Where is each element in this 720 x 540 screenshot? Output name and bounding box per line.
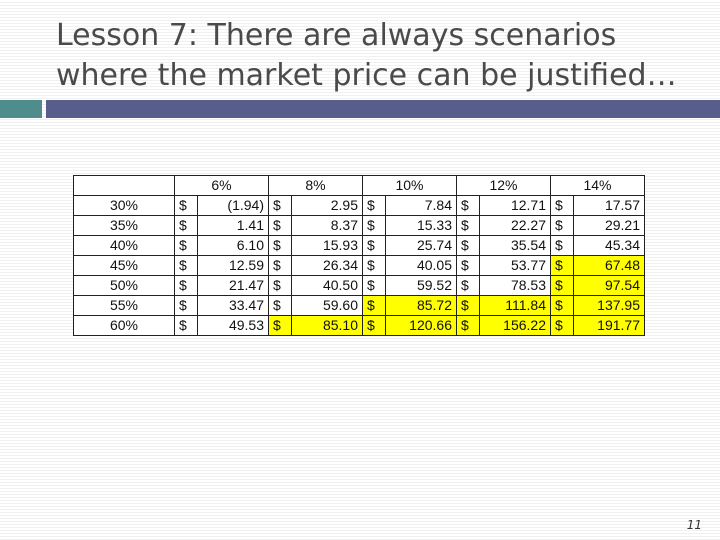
table-row: 35% $1.41 $8.37 $15.33 $22.27 $29.21 [73, 215, 645, 236]
currency-symbol: $ [268, 235, 292, 256]
value-cell: 59.52 [385, 275, 457, 296]
value-cell: 22.27 [479, 215, 551, 236]
value-cell-highlighted: 111.84 [479, 295, 551, 316]
currency-symbol: $ [174, 275, 198, 296]
row-label: 30% [73, 195, 175, 216]
currency-symbol: $ [174, 315, 198, 336]
accent-bar-right [46, 100, 720, 118]
value-cell: 53.77 [479, 255, 551, 276]
currency-symbol: $ [456, 255, 480, 276]
value-cell-highlighted: 191.77 [573, 315, 645, 336]
sensitivity-table: 6% 8% 10% 12% 14% 30% $ (1.94) $2.95 $7.84 $1… [73, 175, 645, 336]
slide-title-line-1: Lesson 7: There are always scenarios [56, 18, 617, 53]
table-row: 30% $ (1.94) $2.95 $7.84 $12.71 $17.57 [73, 195, 645, 216]
currency-symbol: $ [550, 315, 574, 336]
value-cell: 40.05 [385, 255, 457, 276]
currency-symbol: $ [174, 235, 198, 256]
value-cell: 2.95 [291, 195, 363, 216]
value-cell: 1.41 [197, 215, 269, 236]
table-row: 45% $12.59 $26.34 $40.05 $53.77 $67.48 [73, 255, 645, 276]
table-header-row: 6% 8% 10% 12% 14% [73, 175, 645, 196]
value-cell: 15.33 [385, 215, 457, 236]
value-cell-highlighted: 85.10 [291, 315, 363, 336]
value-cell: 29.21 [573, 215, 645, 236]
value-cell: 59.60 [291, 295, 363, 316]
row-label: 35% [73, 215, 175, 236]
currency-symbol: $ [268, 195, 292, 216]
currency-symbol: $ [268, 315, 292, 336]
currency-symbol: $ [456, 275, 480, 296]
value-cell-highlighted: 67.48 [573, 255, 645, 276]
value-cell-highlighted: 120.66 [385, 315, 457, 336]
accent-bar-left [0, 100, 42, 118]
currency-symbol: $ [456, 235, 480, 256]
table-row: 50% $21.47 $40.50 $59.52 $78.53 $97.54 [73, 275, 645, 296]
currency-symbol: $ [362, 275, 386, 296]
value-cell: 40.50 [291, 275, 363, 296]
value-cell-highlighted: 85.72 [385, 295, 457, 316]
currency-symbol: $ [550, 235, 574, 256]
currency-symbol: $ [550, 195, 574, 216]
currency-symbol: $ [456, 195, 480, 216]
currency-symbol: $ [362, 295, 386, 316]
currency-symbol: $ [456, 215, 480, 236]
table-corner-cell [73, 175, 175, 196]
column-header: 10% [362, 175, 457, 196]
value-cell: 26.34 [291, 255, 363, 276]
column-header: 8% [268, 175, 363, 196]
row-label: 60% [73, 315, 175, 336]
currency-symbol: $ [268, 275, 292, 296]
column-header: 6% [174, 175, 269, 196]
row-label: 55% [73, 295, 175, 316]
currency-symbol: $ [174, 295, 198, 316]
value-cell: 15.93 [291, 235, 363, 256]
currency-symbol: $ [362, 195, 386, 216]
currency-symbol: $ [550, 215, 574, 236]
value-cell: 21.47 [197, 275, 269, 296]
column-header: 12% [456, 175, 551, 196]
value-cell-highlighted: 156.22 [479, 315, 551, 336]
value-cell: 8.37 [291, 215, 363, 236]
page-number: 11 [686, 518, 702, 532]
value-cell: 25.74 [385, 235, 457, 256]
currency-symbol: $ [174, 195, 198, 216]
row-label: 45% [73, 255, 175, 276]
value-cell: 45.34 [573, 235, 645, 256]
row-label: 40% [73, 235, 175, 256]
row-label: 50% [73, 275, 175, 296]
currency-symbol: $ [268, 255, 292, 276]
table-row: 60% $49.53 $85.10 $120.66 $156.22 $191.77 [73, 315, 645, 336]
value-cell-highlighted: 137.95 [573, 295, 645, 316]
value-cell: (1.94) [197, 195, 269, 216]
value-cell: 17.57 [573, 195, 645, 216]
currency-symbol: $ [268, 215, 292, 236]
value-cell: 12.59 [197, 255, 269, 276]
currency-symbol: $ [362, 315, 386, 336]
currency-symbol: $ [456, 295, 480, 316]
currency-symbol: $ [550, 275, 574, 296]
currency-symbol: $ [268, 295, 292, 316]
slide-title: Lesson 7: There are always scenarios whe… [56, 16, 696, 96]
currency-symbol: $ [550, 295, 574, 316]
value-cell: 33.47 [197, 295, 269, 316]
slide-title-line-2: where the market price can be justified… [56, 58, 677, 93]
value-cell: 78.53 [479, 275, 551, 296]
currency-symbol: $ [174, 215, 198, 236]
value-cell: 7.84 [385, 195, 457, 216]
column-header: 14% [550, 175, 645, 196]
value-cell: 6.10 [197, 235, 269, 256]
table-row: 40% $6.10 $15.93 $25.74 $35.54 $45.34 [73, 235, 645, 256]
table-row: 55% $33.47 $59.60 $85.72 $111.84 $137.95 [73, 295, 645, 316]
value-cell: 12.71 [479, 195, 551, 216]
currency-symbol: $ [362, 215, 386, 236]
currency-symbol: $ [362, 255, 386, 276]
value-cell: 35.54 [479, 235, 551, 256]
value-cell: 49.53 [197, 315, 269, 336]
currency-symbol: $ [550, 255, 574, 276]
currency-symbol: $ [174, 255, 198, 276]
table-body: 30% $ (1.94) $2.95 $7.84 $12.71 $17.57 35% $1.41… [73, 195, 645, 336]
currency-symbol: $ [456, 315, 480, 336]
currency-symbol: $ [362, 235, 386, 256]
value-cell-highlighted: 97.54 [573, 275, 645, 296]
